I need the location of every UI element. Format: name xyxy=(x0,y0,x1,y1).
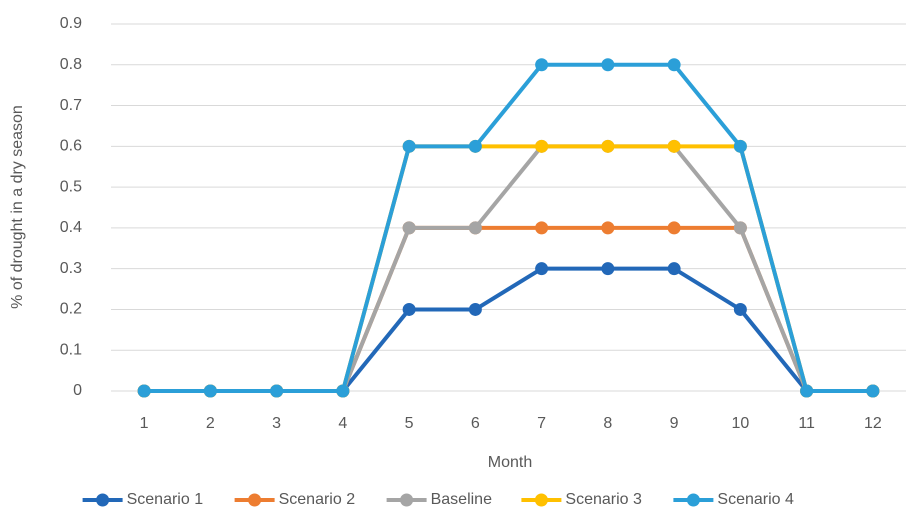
point xyxy=(402,302,416,316)
point xyxy=(402,221,416,235)
y-tick-label: 0.2 xyxy=(60,301,82,318)
point xyxy=(535,221,549,235)
point xyxy=(402,139,416,153)
x-tick-label: 10 xyxy=(731,415,749,432)
legend-label: Scenario 2 xyxy=(279,491,356,508)
legend-marker xyxy=(248,493,262,507)
y-tick-label: 0.8 xyxy=(60,56,82,73)
point xyxy=(535,58,549,72)
point xyxy=(866,384,880,398)
point xyxy=(733,139,747,153)
series-line xyxy=(144,62,873,393)
legend-label: Scenario 1 xyxy=(127,491,204,508)
y-tick-label: 0 xyxy=(73,382,82,399)
x-tick-label: 6 xyxy=(471,415,480,432)
point xyxy=(733,221,747,235)
x-tick-label: 9 xyxy=(670,415,679,432)
point xyxy=(800,384,814,398)
point xyxy=(137,384,151,398)
point xyxy=(468,302,482,316)
point xyxy=(601,262,615,276)
y-tick-label: 0.4 xyxy=(60,219,82,236)
legend-marker xyxy=(400,493,414,507)
y-axis-title: % of drought in a dry season xyxy=(9,105,26,309)
legend-marker xyxy=(686,493,700,507)
point xyxy=(336,384,350,398)
y-tick-label: 0.1 xyxy=(60,341,82,358)
point xyxy=(733,302,747,316)
x-tick-label: 1 xyxy=(140,415,149,432)
point xyxy=(203,384,217,398)
x-axis-title: Month xyxy=(488,454,532,471)
y-tick-label: 0.5 xyxy=(60,178,82,195)
point xyxy=(535,139,549,153)
point xyxy=(601,221,615,235)
point xyxy=(601,58,615,72)
y-tick-label: 0.6 xyxy=(60,138,82,155)
legend-label: Scenario 3 xyxy=(565,491,642,508)
legend-marker xyxy=(534,493,548,507)
point xyxy=(667,221,681,235)
x-tick-label: 12 xyxy=(864,415,882,432)
y-tick-label: 0.3 xyxy=(60,260,82,277)
x-tick-label: 2 xyxy=(206,415,215,432)
point xyxy=(667,58,681,72)
x-tick-label: 7 xyxy=(537,415,546,432)
point xyxy=(468,221,482,235)
legend-marker xyxy=(96,493,110,507)
x-tick-label: 3 xyxy=(272,415,281,432)
point xyxy=(601,139,615,153)
x-tick-label: 8 xyxy=(603,415,612,432)
y-tick-label: 0.7 xyxy=(60,97,82,114)
x-tick-label: 4 xyxy=(338,415,347,432)
point xyxy=(270,384,284,398)
point xyxy=(535,262,549,276)
legend-label: Baseline xyxy=(431,491,492,508)
x-tick-label: 5 xyxy=(405,415,414,432)
point xyxy=(468,139,482,153)
point xyxy=(667,262,681,276)
point xyxy=(667,139,681,153)
y-tick-label: 0.9 xyxy=(60,15,82,32)
x-tick-label: 11 xyxy=(798,415,815,432)
legend-label: Scenario 4 xyxy=(717,491,794,508)
